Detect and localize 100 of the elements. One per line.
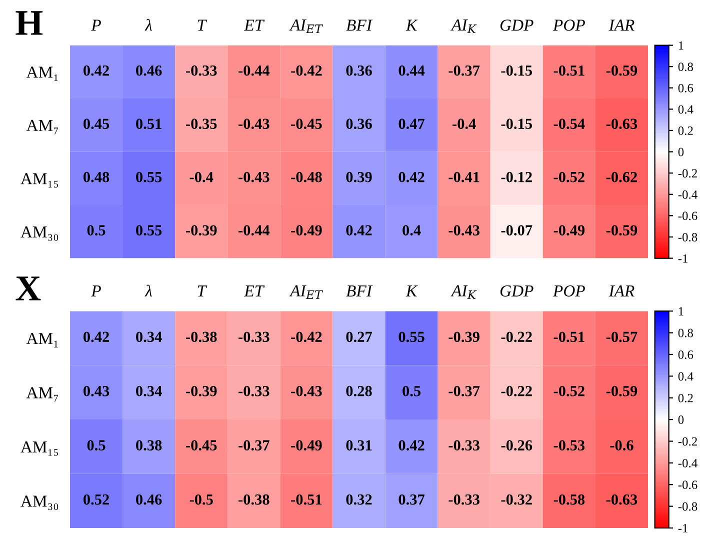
x-tick-label: GDP <box>500 20 534 31</box>
x-tick-label: POP <box>552 285 585 297</box>
data-label: 0.42 <box>83 65 109 76</box>
color-bar-label: 0.6 <box>678 350 694 359</box>
x-tick-label: ET <box>244 20 265 31</box>
data-label: 0.5 <box>87 225 106 236</box>
data-label: -0.39 <box>448 332 480 342</box>
data-label: 0.4 <box>402 225 421 236</box>
data-label: 0.5 <box>87 440 106 451</box>
chart-title: H <box>16 11 43 35</box>
y-tick-label: AM₁ <box>26 332 58 348</box>
data-label: -0.33 <box>238 332 270 342</box>
x-tick-label: AI$_{K}$ <box>450 285 477 299</box>
data-label: -0.07 <box>501 225 532 236</box>
x-tick-label: IAR <box>608 285 634 296</box>
data-label: -0.4 <box>452 118 476 130</box>
color-bar-label: -0.8 <box>678 232 698 242</box>
y-tick-label: AM₁₅ <box>20 173 58 188</box>
y-tick-label: AM₁ <box>26 66 58 82</box>
data-label: -0.54 <box>554 118 585 130</box>
color-bar-label: 0.2 <box>678 126 693 135</box>
x-tick-label: K <box>406 286 418 296</box>
data-label: -0.4 <box>190 172 214 182</box>
y-tick-label: AM₃₀ <box>20 226 58 241</box>
data-label: -0.62 <box>606 172 637 182</box>
data-label: -0.59 <box>606 386 638 396</box>
data-label: 0.42 <box>398 172 424 182</box>
data-label: -0.22 <box>501 386 532 396</box>
data-label: -0.53 <box>554 440 585 451</box>
data-label: 0.55 <box>136 172 162 182</box>
color-bar-label: 1 <box>678 307 684 316</box>
x-tick-label: POP <box>552 20 585 31</box>
data-label: 0.46 <box>136 65 162 76</box>
color-bar-label: 0.6 <box>678 84 694 92</box>
data-label: -0.52 <box>554 386 584 396</box>
data-label: 0.39 <box>346 172 372 182</box>
y-tick-label: AM₁₅ <box>20 441 58 456</box>
data-label: -0.41 <box>448 172 480 182</box>
data-label: 0.36 <box>346 118 372 130</box>
data-label: -0.59 <box>606 65 638 76</box>
data-label: -0.32 <box>501 494 532 505</box>
data-label: 0.34 <box>136 386 162 396</box>
color-bar-label: -0.4 <box>678 190 698 199</box>
data-label: -0.52 <box>554 172 584 182</box>
x-tick-label: P <box>91 286 101 296</box>
color-bar-label: 0.2 <box>678 394 693 402</box>
data-label: 0.55 <box>136 225 162 236</box>
x-tick-label: K <box>406 20 418 31</box>
color-bar-label: 0 <box>678 148 684 156</box>
data-label: -0.38 <box>186 332 217 342</box>
data-label: 0.44 <box>398 65 425 76</box>
data-label: 0.31 <box>346 440 372 451</box>
data-label: -0.15 <box>501 118 532 130</box>
data-label: 0.47 <box>398 118 425 130</box>
data-label: -0.37 <box>448 65 480 76</box>
data-label: -0.37 <box>238 440 270 451</box>
x-tick-label: P <box>91 20 101 31</box>
color-bar-label: 0.8 <box>678 62 693 72</box>
x-tick-label: GDP <box>500 285 534 297</box>
data-label: 0.32 <box>346 494 372 505</box>
data-label: 0.52 <box>83 494 109 505</box>
data-label: -0.49 <box>554 225 585 236</box>
y-tick-label: AM₇ <box>26 387 58 402</box>
x-tick-label: BFI <box>346 286 373 296</box>
data-label: 0.46 <box>136 494 162 505</box>
data-label: -0.43 <box>291 386 322 396</box>
data-label: -0.42 <box>291 65 322 76</box>
x-tick-label: IAR <box>608 20 634 31</box>
data-label: 0.43 <box>83 386 110 396</box>
data-label: -0.49 <box>291 225 322 236</box>
data-label: -0.33 <box>448 494 480 505</box>
color-bar-label: -0.8 <box>678 502 698 511</box>
data-label: -0.38 <box>238 494 270 505</box>
data-label: 0.45 <box>83 118 110 130</box>
data-label: -0.57 <box>606 332 638 342</box>
data-label: -0.33 <box>448 440 480 451</box>
data-label: -0.43 <box>238 118 270 130</box>
data-label: 0.28 <box>346 386 372 396</box>
data-label: -0.15 <box>501 65 532 76</box>
x-tick-label: ET <box>244 286 265 296</box>
x-tick-label: AI$_{K}$ <box>450 19 477 34</box>
data-label: 0.55 <box>398 332 424 342</box>
data-label: -0.51 <box>291 494 322 505</box>
color-bar-label: -0.2 <box>678 169 697 178</box>
data-label: -0.59 <box>606 225 638 236</box>
data-label: 0.48 <box>83 172 110 182</box>
data-label: 0.42 <box>398 440 424 451</box>
data-label: -0.42 <box>291 332 322 342</box>
color-bar-label: 0 <box>678 416 684 424</box>
color-bar-label: -0.6 <box>678 480 698 490</box>
color-bar-label: 0.4 <box>678 372 694 381</box>
data-label: -0.49 <box>291 440 322 451</box>
data-label: -0.6 <box>610 440 634 451</box>
data-label: -0.51 <box>554 65 584 76</box>
data-label: -0.45 <box>291 118 322 130</box>
x-tick-label: T <box>198 20 207 31</box>
data-label: 0.37 <box>398 494 425 505</box>
color-bar-label: 1 <box>678 41 684 50</box>
data-label: -0.12 <box>501 172 532 182</box>
color-bar-label: 0.8 <box>678 328 693 338</box>
